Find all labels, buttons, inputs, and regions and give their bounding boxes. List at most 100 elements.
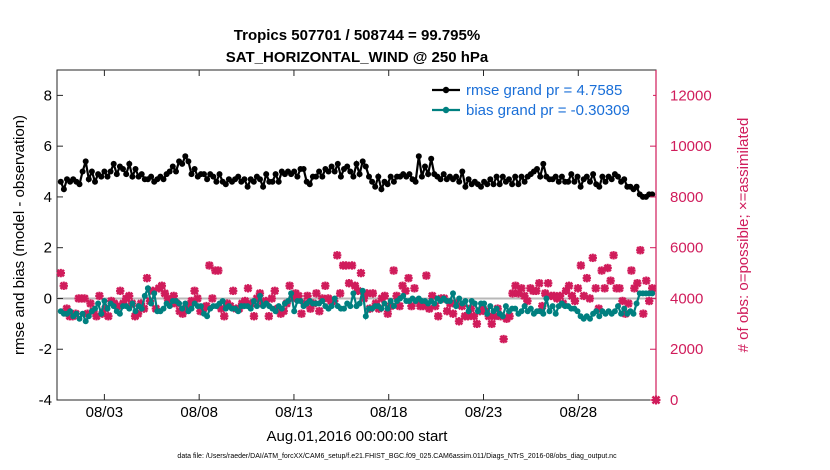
assimilated-count-marker — [56, 268, 65, 278]
rmse-point — [378, 186, 385, 193]
rmse-point — [160, 176, 167, 183]
rmse-point — [462, 183, 469, 190]
rmse-point — [496, 181, 503, 188]
assimilated-count-marker — [642, 276, 651, 285]
assimilated-count-marker — [214, 266, 223, 275]
rmse-point — [82, 158, 89, 165]
assimilated-count-marker — [434, 312, 443, 321]
rmse-point — [487, 176, 494, 183]
assimilated-count-marker — [404, 273, 413, 283]
legend: rmse grand pr = 4.7585 bias grand pr = -0… — [425, 76, 653, 120]
rmse-point — [235, 173, 242, 180]
y-axis-label: rmse and bias (model - observation) — [11, 115, 28, 355]
rmse-point — [587, 178, 593, 185]
assimilated-count-marker — [505, 312, 514, 321]
assimilated-count-marker — [368, 289, 378, 298]
assimilated-count-marker — [264, 312, 274, 321]
bias-point — [341, 305, 347, 312]
rmse-point — [101, 168, 108, 175]
bias-point — [611, 308, 618, 315]
x-tick-label: 08/18 — [370, 404, 408, 421]
rmse-point — [166, 168, 173, 175]
bias-point — [546, 308, 553, 315]
bias-point — [378, 305, 385, 312]
assimilated-count-marker — [104, 312, 113, 321]
assimilated-count-marker — [603, 263, 612, 273]
rmse-point — [493, 173, 500, 180]
bias-point — [390, 303, 397, 310]
assimilated-count-marker — [585, 294, 594, 303]
bias-point — [493, 305, 500, 312]
bias-point — [110, 303, 117, 310]
rmse-point — [60, 186, 67, 193]
assimilated-count-marker — [597, 266, 606, 275]
bias-point — [278, 305, 285, 312]
assimilated-count-marker — [487, 319, 496, 329]
rmse-point — [316, 168, 323, 175]
rmse-point — [173, 168, 179, 175]
assimilated-count-marker — [347, 261, 357, 270]
assimilated-count-marker — [220, 312, 229, 321]
bias-point — [502, 303, 509, 310]
rmse-point — [512, 173, 519, 180]
assimilated-count-marker — [600, 284, 609, 293]
rmse-point — [98, 173, 105, 180]
assimilated-count-marker — [86, 299, 95, 308]
assimilated-count-marker — [332, 251, 342, 260]
rmse-point — [453, 173, 460, 180]
rmse-point — [465, 176, 472, 183]
bias-point — [450, 290, 456, 297]
y-tick-label: 0 — [44, 290, 52, 307]
bias-point — [126, 305, 133, 312]
assimilated-count-marker — [422, 271, 431, 280]
rmse-point — [104, 173, 111, 180]
legend-marker — [442, 86, 450, 94]
rmse-point — [334, 160, 341, 167]
assimilated-count-marker — [606, 276, 615, 285]
rmse-point — [362, 163, 369, 170]
assimilated-count-marker — [615, 284, 624, 293]
bias-point — [76, 315, 83, 322]
rmse-point — [204, 176, 211, 183]
bias-point — [148, 300, 155, 307]
assimilated-count-marker — [356, 268, 366, 278]
assimilated-count-marker — [576, 261, 586, 270]
bias-point — [182, 300, 189, 307]
y-right-tick-label: 2000 — [670, 341, 703, 358]
rmse-point — [506, 176, 512, 183]
rmse-point — [552, 173, 559, 180]
assimilated-count-marker — [312, 289, 321, 298]
bias-point — [540, 310, 547, 317]
bias-point — [116, 310, 123, 317]
bias-point — [456, 295, 463, 302]
assimilated-count-marker — [208, 294, 217, 303]
assimilated-count-marker — [193, 294, 202, 303]
assimilated-count-marker — [564, 281, 574, 290]
rmse-point — [390, 178, 397, 185]
bias-point — [484, 310, 491, 317]
rmse-point — [216, 171, 223, 178]
assimilated-count-marker — [285, 281, 294, 290]
bias-point — [347, 303, 354, 310]
rmse-point — [331, 168, 338, 175]
bias-point — [356, 300, 363, 307]
chart-subtitle: SAT_HORIZONTAL_WIND @ 250 hPa — [226, 49, 489, 66]
rmse-point — [313, 173, 319, 180]
rmse-point — [615, 173, 621, 180]
bias-point — [574, 308, 581, 315]
rmse-point — [263, 171, 270, 178]
rmse-point — [353, 160, 360, 167]
assimilated-count-marker — [543, 279, 553, 288]
bias-point — [67, 308, 74, 315]
rmse-point — [344, 163, 351, 170]
rmse-point — [534, 166, 540, 172]
rmse-point — [241, 176, 248, 183]
assimilated-count-marker — [157, 281, 167, 290]
rmse-point — [499, 173, 506, 180]
rmse-point — [599, 173, 606, 180]
rmse-point — [456, 178, 463, 185]
assimilated-count-marker — [609, 251, 618, 260]
rmse-point — [210, 173, 217, 180]
rmse-point — [412, 178, 419, 185]
